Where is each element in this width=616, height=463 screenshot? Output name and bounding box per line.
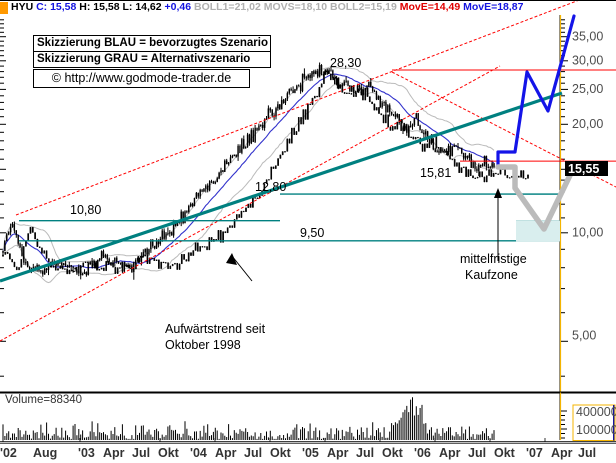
svg-text:'03: '03 [78, 446, 95, 460]
svg-text:Okt: Okt [158, 446, 180, 460]
svg-text:Apr: Apr [439, 446, 461, 460]
svg-text:400000: 400000 [576, 405, 616, 419]
svg-text:Apr: Apr [551, 446, 573, 460]
svg-text:10,00: 10,00 [572, 226, 603, 240]
svg-text:Jul: Jul [132, 446, 150, 460]
svg-text:Kaufzone: Kaufzone [465, 268, 518, 282]
svg-text:100000: 100000 [576, 423, 616, 437]
svg-text:9,50: 9,50 [300, 226, 324, 240]
svg-text:Jul: Jul [244, 446, 262, 460]
svg-text:Okt: Okt [270, 446, 292, 460]
svg-text:5,00: 5,00 [572, 329, 596, 343]
svg-text:Apr: Apr [103, 446, 125, 460]
svg-text:35,00: 35,00 [572, 30, 603, 44]
svg-text:Volume=88340: Volume=88340 [5, 394, 82, 406]
svg-text:30,00: 30,00 [572, 54, 603, 68]
svg-text:Aug: Aug [33, 446, 57, 460]
svg-text:Jul: Jul [356, 446, 374, 460]
svg-text:Aufwärtstrend seit: Aufwärtstrend seit [165, 322, 266, 336]
svg-text:'04: '04 [190, 446, 207, 460]
svg-text:Oktober 1998: Oktober 1998 [165, 338, 241, 352]
svg-text:Okt: Okt [494, 446, 516, 460]
svg-text:12,80: 12,80 [255, 180, 286, 194]
svg-text:mittelfristige: mittelfristige [460, 252, 527, 266]
svg-text:Apr: Apr [327, 446, 349, 460]
svg-text:Apr: Apr [215, 446, 237, 460]
svg-text:15,55: 15,55 [568, 162, 599, 176]
svg-text:28,30: 28,30 [330, 56, 361, 70]
svg-text:'06: '06 [414, 446, 431, 460]
svg-text:10,80: 10,80 [70, 203, 101, 217]
svg-text:25,00: 25,00 [572, 82, 603, 96]
svg-text:15,81: 15,81 [420, 166, 451, 180]
svg-text:Jul: Jul [578, 446, 596, 460]
svg-text:'02: '02 [0, 446, 17, 460]
svg-text:Okt: Okt [382, 446, 404, 460]
svg-text:'05: '05 [302, 446, 319, 460]
svg-text:Jul: Jul [468, 446, 486, 460]
svg-text:20,00: 20,00 [572, 117, 603, 131]
svg-text:'07: '07 [526, 446, 543, 460]
